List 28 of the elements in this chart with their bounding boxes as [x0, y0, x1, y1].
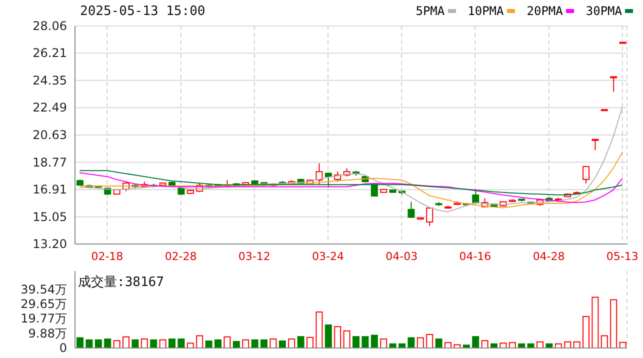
- x-tick-label: 03-24: [312, 250, 344, 263]
- x-tick-label: 04-16: [459, 250, 492, 263]
- x-tick-label: 05-13: [606, 250, 638, 263]
- x-tick-label: 02-18: [91, 250, 124, 263]
- y-tick-label: 18.77: [32, 155, 67, 170]
- y-tick-label: 15.05: [32, 210, 67, 224]
- y-tick-label: 16.91: [32, 182, 67, 197]
- y-tick-label: 22.49: [32, 100, 67, 115]
- legend-label: 30PMA: [586, 4, 622, 18]
- y-tick-label: 29.65万: [20, 297, 67, 312]
- x-tick-label: 04-28: [532, 250, 565, 263]
- chart-title: 2025-05-13 15:00: [80, 4, 206, 19]
- chart-title: 成交量:38167: [78, 274, 164, 291]
- y-tick-label: 24.35: [32, 73, 67, 88]
- y-tick-label: 0: [59, 341, 67, 355]
- y-tick-label: 28.06: [32, 19, 67, 33]
- x-tick-label: 04-03: [386, 250, 418, 263]
- legend-label: 10PMA: [468, 4, 504, 18]
- y-tick-label: 9.88万: [28, 326, 67, 340]
- y-tick-label: 20.63: [32, 128, 67, 142]
- y-tick-label: 19.77万: [20, 312, 67, 326]
- x-tick-label: 03-12: [238, 250, 270, 263]
- x-tick-label: 02-28: [164, 250, 197, 263]
- legend-label: 5PMA: [416, 4, 445, 18]
- y-tick-label: 13.20: [32, 237, 67, 251]
- y-tick-label: 39.54万: [20, 282, 67, 296]
- legend-label: 20PMA: [526, 4, 563, 18]
- y-tick-label: 26.21: [32, 46, 67, 60]
